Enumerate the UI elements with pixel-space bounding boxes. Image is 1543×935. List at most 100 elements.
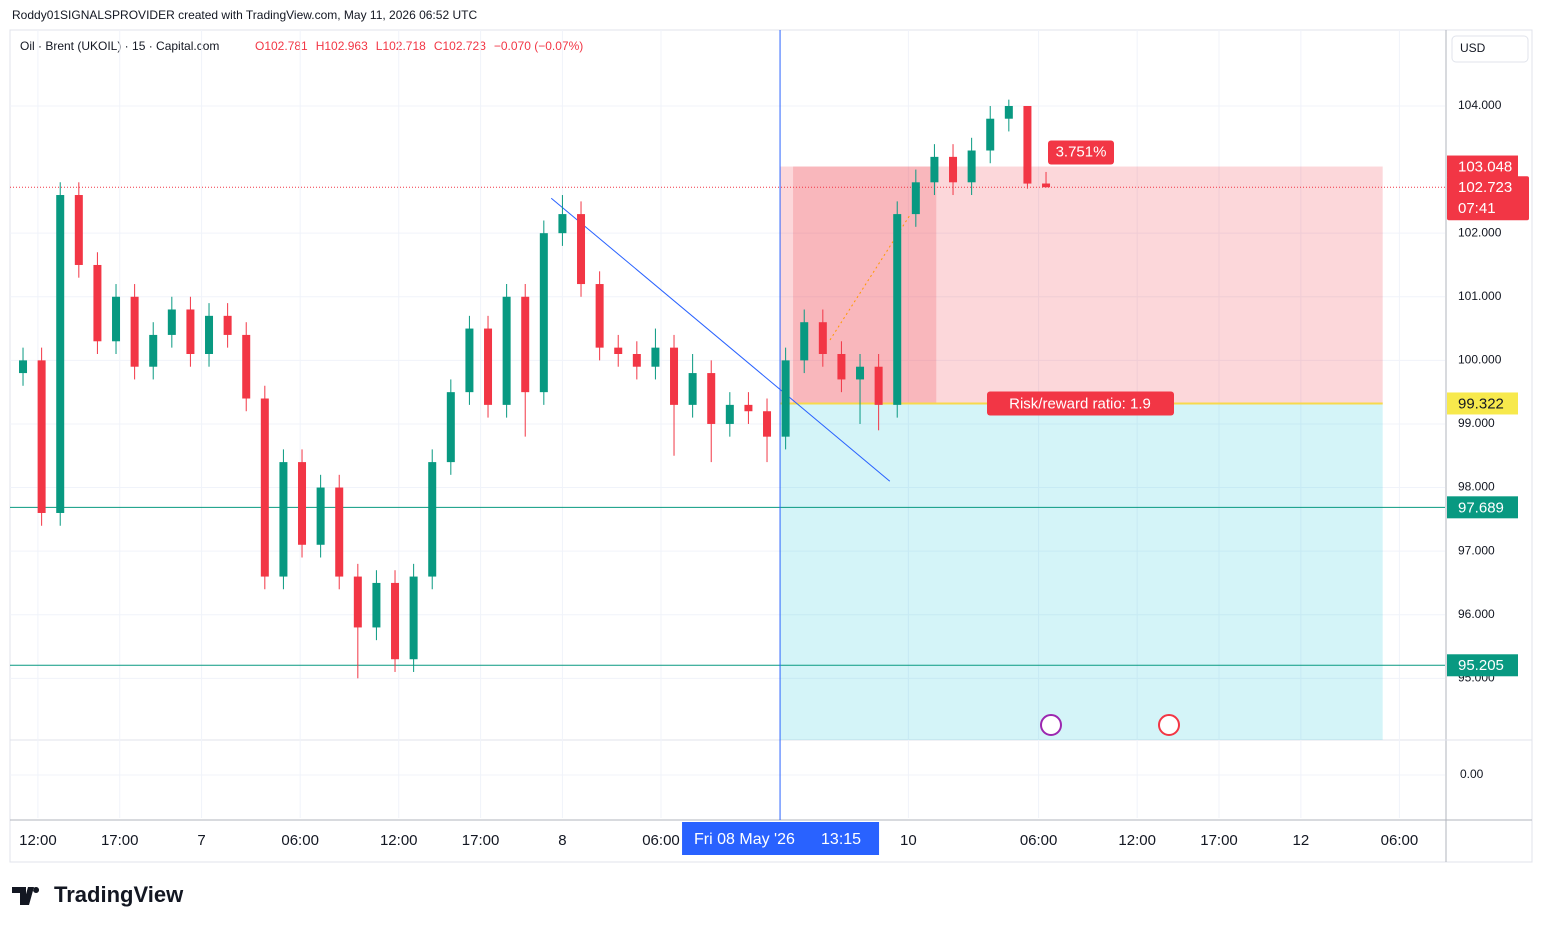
candle-body xyxy=(260,398,269,577)
price-axis-label-box xyxy=(1447,654,1518,677)
price-axis-label-box xyxy=(1447,496,1518,519)
x-tick-label: 06:00 xyxy=(1381,832,1419,849)
event-icon xyxy=(1158,714,1180,736)
x-tick-label: 06:00 xyxy=(281,832,319,849)
ratio-label-box xyxy=(987,391,1174,416)
pnl-label: 3.751% xyxy=(1056,143,1107,160)
candle-body xyxy=(446,392,455,463)
candle-body xyxy=(19,360,28,374)
candle-body xyxy=(967,150,976,183)
candle-body xyxy=(632,353,641,367)
candle-body xyxy=(986,118,995,151)
candle-body xyxy=(949,156,958,183)
y-tick-label: 104.000 xyxy=(1458,98,1502,112)
y-tick-label: 100.000 xyxy=(1458,353,1502,367)
candle-body xyxy=(1023,105,1032,184)
crosshair-label-box xyxy=(682,822,880,855)
candle-body xyxy=(223,315,232,335)
candle-body xyxy=(205,315,214,354)
candle-body xyxy=(149,334,158,367)
candle-body xyxy=(558,214,567,234)
candle-body xyxy=(725,404,734,424)
ohlc-value: O102.781 xyxy=(255,39,308,53)
candle-body xyxy=(744,404,753,412)
pnl-label-box xyxy=(1048,140,1114,165)
ohlc-value: −0.070 (−0.07%) xyxy=(494,39,583,53)
price-axis-label-box xyxy=(1447,155,1518,178)
candle-body xyxy=(316,487,325,545)
candle-body xyxy=(130,296,139,367)
candle-body xyxy=(93,264,102,342)
candle-body xyxy=(856,366,865,380)
y-tick-label: 96.000 xyxy=(1458,607,1495,621)
candle-body xyxy=(353,576,362,628)
crosshair-date: Fri 08 May '26 xyxy=(694,831,795,848)
brand: TradingView xyxy=(54,882,184,907)
candle-body xyxy=(577,214,586,285)
candle-body xyxy=(298,462,307,545)
candle-body xyxy=(37,360,46,513)
x-tick-label: 17:00 xyxy=(462,832,500,849)
candle-body xyxy=(614,347,623,354)
tradingview-logo: TradingView xyxy=(12,882,184,907)
x-tick-label: 12:00 xyxy=(380,832,418,849)
candle-body xyxy=(893,214,902,405)
candle-body xyxy=(391,582,400,660)
candle-body xyxy=(521,296,530,393)
candle-body xyxy=(781,360,790,437)
ohlc-value: C102.723 xyxy=(434,39,486,53)
candle-body xyxy=(800,322,809,361)
candle-body xyxy=(335,487,344,577)
plot xyxy=(10,30,1445,820)
candle-body xyxy=(465,328,474,393)
stop-zone xyxy=(780,166,1383,404)
y-tick-label: 98.000 xyxy=(1458,480,1495,494)
candle-body xyxy=(670,347,679,405)
candle-body xyxy=(428,462,437,577)
x-tick-label: 17:00 xyxy=(1200,832,1238,849)
x-tick-label: 06:00 xyxy=(1020,832,1058,849)
candle-body xyxy=(167,309,176,335)
currency: USD xyxy=(1460,41,1486,55)
candle-body xyxy=(372,582,381,628)
target-zone xyxy=(780,403,1383,740)
candle-body xyxy=(186,309,195,354)
candle-body xyxy=(279,462,288,577)
x-tick-label: 17:00 xyxy=(101,832,139,849)
price-axis-label: 103.048 xyxy=(1458,158,1512,175)
trendline xyxy=(550,197,891,482)
candle-body xyxy=(651,347,660,367)
event-icon xyxy=(1040,714,1062,736)
lower-y-tick-label: 0.00 xyxy=(1460,767,1484,781)
currency-box[interactable] xyxy=(1451,35,1529,63)
x-tick-label: 12:00 xyxy=(19,832,57,849)
price-axis-label: 95.205 xyxy=(1458,657,1504,674)
y-tick-label: 102.000 xyxy=(1458,225,1502,239)
candle-body xyxy=(484,328,493,405)
candle-body xyxy=(763,411,772,437)
candle-body xyxy=(1004,105,1013,119)
candle-body xyxy=(911,182,920,215)
candle-body xyxy=(242,334,251,399)
price-axis-label-box xyxy=(1447,392,1518,415)
ohlc-value: H102.963 xyxy=(316,39,368,53)
ratio-label: Risk/reward ratio: 1.9 xyxy=(1009,395,1151,412)
candle-body xyxy=(595,284,604,348)
y-tick-label: 99.000 xyxy=(1458,416,1495,430)
crosshair-time: 13:15 xyxy=(821,831,861,848)
x-tick-label: 7 xyxy=(197,832,205,849)
chart-frame xyxy=(9,29,1533,863)
logo-mark xyxy=(12,887,40,905)
candle-body xyxy=(874,366,883,405)
candle-body xyxy=(688,373,697,405)
price-axis-label: 99.322 xyxy=(1458,395,1504,412)
attribution: Roddy01SIGNALSPROVIDER created with Trad… xyxy=(12,8,477,22)
last-price-box xyxy=(1447,176,1529,221)
countdown-label: 07:41 xyxy=(1458,200,1496,217)
x-tick-label: 12 xyxy=(1293,832,1310,849)
y-tick-label: 97.000 xyxy=(1458,543,1495,557)
candle-body xyxy=(502,296,511,405)
y-tick-label: 101.000 xyxy=(1458,289,1502,303)
x-tick-label: 10 xyxy=(900,832,917,849)
